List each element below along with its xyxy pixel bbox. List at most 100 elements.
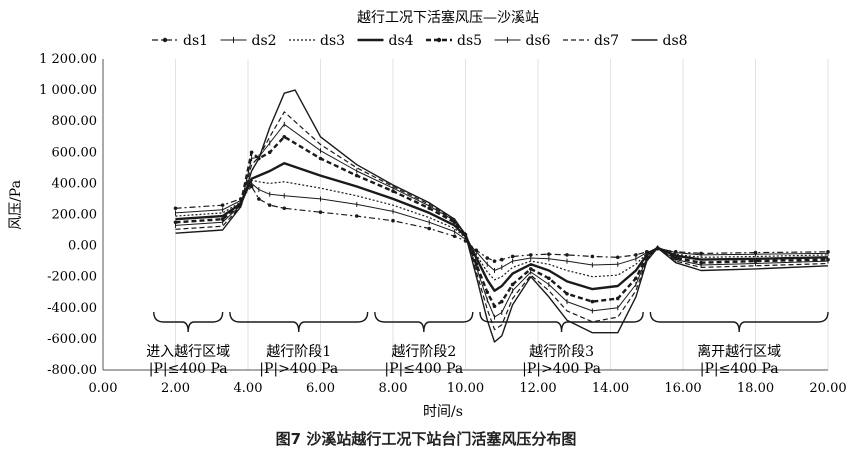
data-point	[250, 169, 253, 172]
data-point	[616, 274, 619, 277]
brace	[479, 311, 644, 333]
data-point	[645, 260, 648, 263]
series-ds4	[175, 162, 829, 292]
annotation-condition: |P|>400 Pa	[259, 361, 338, 377]
legend: ds1 ds2 ds3 ds4 ds5 ds6 ds7 ds8	[152, 33, 688, 49]
data-point	[616, 331, 619, 334]
x-tick-label: 14.00	[592, 381, 629, 396]
legend-label-ds7: ds7	[594, 33, 619, 49]
series-line	[175, 185, 829, 262]
legend-label-ds1: ds1	[183, 33, 208, 49]
data-point	[283, 162, 286, 165]
series-line	[175, 111, 829, 331]
data-point	[452, 234, 457, 239]
data-point	[634, 276, 638, 281]
data-point	[318, 156, 323, 161]
data-point	[220, 217, 225, 221]
annotation-condition: |P|>400 Pa	[522, 361, 601, 377]
y-tick-label: 600.00	[52, 145, 98, 160]
data-point	[453, 224, 456, 227]
data-point	[547, 252, 551, 256]
data-point	[528, 267, 533, 271]
data-point	[453, 218, 456, 221]
x-tick-label: 0.00	[89, 381, 118, 396]
x-tick-label: 8.00	[379, 381, 408, 396]
series-ds6	[175, 121, 829, 320]
annotation-label: 越行阶段1	[266, 344, 331, 360]
data-point	[634, 295, 637, 298]
x-tick-label: 16.00	[664, 381, 701, 396]
data-point	[267, 150, 272, 155]
data-point	[500, 334, 503, 337]
data-point	[700, 269, 703, 272]
data-point	[511, 272, 514, 275]
data-point	[547, 276, 551, 281]
series-ds1	[173, 184, 830, 263]
data-point	[591, 275, 594, 278]
y-tick-label: 1 000.00	[39, 83, 97, 98]
legend-label-ds4: ds4	[389, 33, 414, 49]
data-point	[754, 264, 757, 267]
data-point	[634, 269, 637, 272]
data-point	[565, 253, 569, 257]
data-point	[566, 280, 569, 283]
data-point	[283, 92, 286, 95]
data-point	[700, 266, 703, 269]
data-point	[220, 203, 225, 207]
series-line	[175, 135, 829, 308]
legend-label-ds8: ds8	[663, 33, 688, 49]
x-tick-label: 20.00	[809, 381, 846, 396]
y-tick-label: 1 200.00	[39, 52, 97, 67]
data-point	[566, 309, 569, 312]
data-point	[319, 135, 322, 138]
data-point	[499, 299, 504, 304]
data-point	[268, 169, 271, 172]
data-point	[268, 182, 271, 185]
data-point	[391, 189, 395, 193]
data-point	[547, 295, 550, 298]
y-tick-label: -800.00	[47, 363, 97, 378]
data-point	[319, 187, 322, 190]
legend-label-ds6: ds6	[526, 33, 551, 49]
legend-label-ds3: ds3	[320, 33, 345, 49]
data-point	[174, 228, 177, 231]
data-point	[615, 296, 620, 301]
data-point	[427, 226, 432, 231]
brace	[374, 311, 474, 333]
data-point	[493, 341, 496, 344]
data-point	[634, 253, 638, 257]
annotation-condition: |P|≤400 Pa	[149, 361, 228, 377]
data-point	[464, 233, 467, 236]
x-tick-label: 12.00	[519, 381, 556, 396]
chart-title: 越行工况下活塞风压—沙溪站	[357, 9, 539, 26]
series-line	[175, 89, 829, 343]
data-point	[283, 180, 286, 183]
data-point	[257, 180, 260, 183]
data-point	[700, 258, 703, 261]
legend-marker	[436, 37, 442, 43]
annotation-label: 越行阶段3	[529, 344, 594, 360]
data-point	[827, 264, 830, 267]
data-point	[616, 285, 619, 288]
data-point	[493, 328, 496, 331]
data-point	[268, 126, 271, 129]
data-point	[485, 290, 490, 295]
data-point	[354, 214, 359, 218]
data-point	[355, 163, 358, 166]
data-point	[173, 206, 178, 211]
data-point	[492, 259, 497, 263]
annotation-label: 离开越行区域	[697, 343, 781, 360]
data-point	[355, 194, 358, 197]
chart: 越行工况下活塞风压—沙溪站 ds1 ds2 ds3 ds4 ds5 ds6 ds7 ds8 0…	[8, 9, 847, 420]
y-tick-label: -200.00	[47, 270, 97, 285]
data-point	[616, 316, 619, 319]
annotation-label: 越行阶段2	[391, 344, 456, 360]
data-point	[492, 304, 497, 309]
x-tick-label: 2.00	[161, 381, 190, 396]
data-point	[510, 254, 515, 259]
data-point	[294, 89, 297, 92]
y-tick-label: 800.00	[52, 114, 98, 129]
data-point	[174, 232, 177, 235]
data-point	[486, 271, 489, 274]
data-point	[257, 197, 261, 201]
